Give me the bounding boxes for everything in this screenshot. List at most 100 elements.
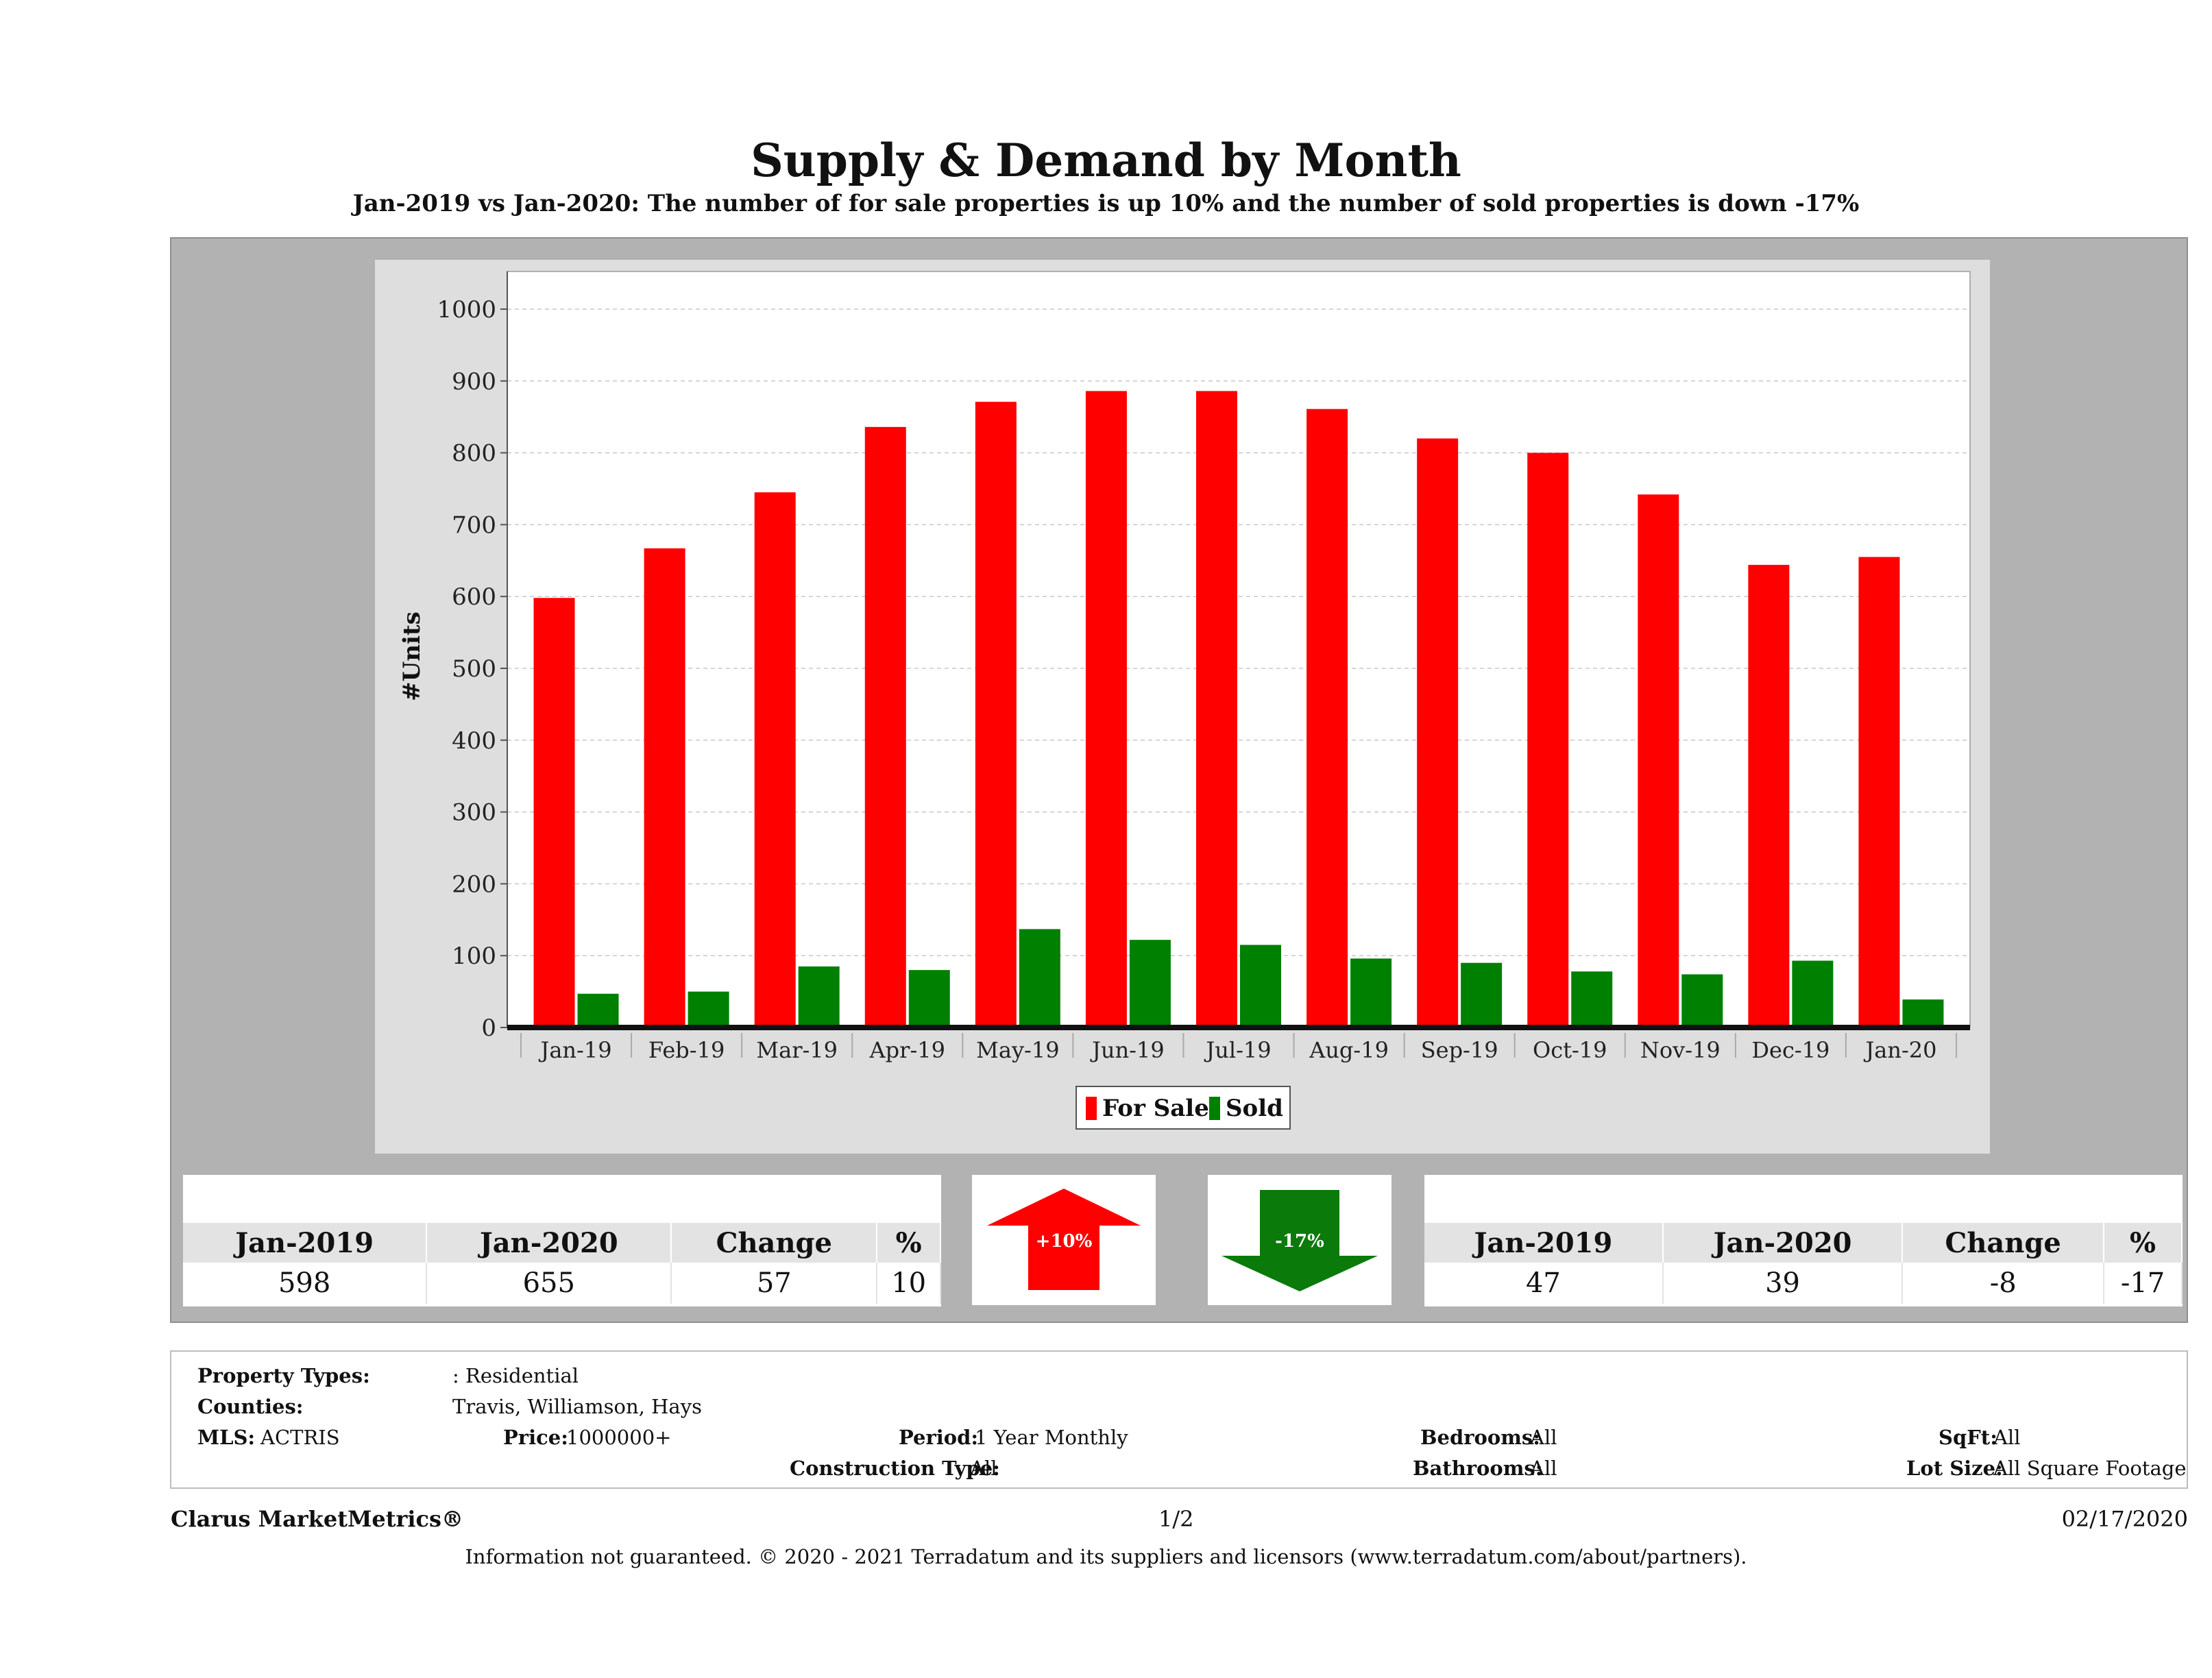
footer-date: 02/17/2020 [2061,1506,2188,1532]
bar-for-sale [864,426,906,1028]
bar-sold [1571,971,1613,1028]
sold-value-change: -8 [1902,1263,2105,1304]
footer-disclaimer: Information not guaranteed. © 2020 - 202… [465,1545,1747,1568]
bar-sold [1240,945,1281,1028]
up-arrow-label: +10% [1035,1231,1093,1252]
mls-value: ACTRIS [260,1426,340,1449]
x-tick-label: Nov-19 [1640,1037,1721,1063]
for-sale-header-change: Change [671,1223,878,1263]
page-subtitle: Jan-2019 vs Jan-2020: The number of for … [352,190,1860,217]
bar-sold [1350,958,1392,1028]
bar-for-sale [644,548,685,1028]
for-sale-change-arrow: +10% [972,1175,1156,1305]
bar-for-sale [1196,391,1237,1028]
y-tick-label: 100 [452,943,496,970]
construction-type-label: Construction Type: [790,1457,1000,1480]
bar-for-sale [1858,557,1900,1028]
for-sale-value-jan2020: 655 [426,1263,672,1304]
for-sale-value-percent: 10 [877,1263,941,1304]
sqft-value: All [1993,1426,2021,1449]
bar-sold [577,993,619,1028]
x-tick-label: Jul-19 [1204,1037,1271,1063]
page-title: Supply & Demand by Month [751,134,1461,187]
y-tick-label: 200 [452,871,496,898]
construction-type-value: All [970,1457,997,1480]
y-tick-label: 800 [452,440,496,467]
bar-sold [1681,974,1723,1028]
for-sale-header-percent: % [877,1223,941,1263]
bar-sold [1792,960,1834,1028]
bar-for-sale [1085,391,1127,1028]
sqft-label: SqFt: [1938,1426,1997,1449]
chart-area: 0 100 200 300 400 500 600 700 800 900 1000 #Units Ja… [375,260,1990,1154]
for-sale-value-jan2019: 598 [183,1263,428,1304]
sold-value-jan2020: 39 [1662,1263,1904,1304]
x-tick-label: Jan-19 [539,1037,612,1063]
sold-value-jan2019: 47 [1424,1263,1664,1304]
sold-header-change: Change [1902,1223,2105,1263]
bar-sold [908,970,950,1028]
for-sale-header-jan2019: Jan-2019 [183,1223,428,1263]
footer-page-number: 1/2 [1158,1506,1194,1532]
sold-header-percent: % [2104,1223,2183,1263]
x-tick-label: Sep-19 [1421,1037,1498,1063]
y-tick-label: 0 [481,1014,496,1042]
sold-header-jan2020: Jan-2020 [1662,1223,1904,1263]
bar-sold [1461,962,1503,1028]
bedrooms-value: All [1530,1426,1557,1449]
x-tick-label: Jun-19 [1090,1037,1165,1063]
y-tick-label: 900 [452,368,496,396]
property-filters: Property Types: : Residential Counties: … [170,1350,2188,1489]
bar-for-sale [1748,565,1790,1028]
sold-header-jan2019: Jan-2019 [1424,1223,1664,1263]
property-types-value: : Residential [452,1364,579,1387]
bar-sold [1902,999,1944,1028]
y-axis-label: #Units [398,611,426,701]
bar-sold [798,966,840,1028]
bar-for-sale [1417,438,1459,1028]
sold-value-percent: -17 [2104,1263,2183,1304]
plot-area [507,271,1971,1028]
legend-label: Sold [1226,1095,1283,1122]
price-value: 1000000+ [566,1426,672,1449]
x-tick-label: Aug-19 [1309,1037,1389,1063]
for-sale-summary: Jan-2019 Jan-2020 Change % 598 655 57 10 [183,1175,941,1306]
bar-sold [1019,929,1060,1028]
legend-swatch [1209,1097,1220,1120]
mls-label: MLS: [197,1426,256,1449]
sold-change-arrow: -17% [1208,1175,1391,1305]
y-tick-label: 500 [452,655,496,683]
period-label: Period: [899,1426,979,1449]
lot-size-value: All Square Footage [1993,1457,2187,1480]
period-value: 1 Year Monthly [975,1426,1128,1449]
legend [1075,1086,1291,1130]
y-tick-label: 300 [452,799,496,827]
y-tick-label: 700 [452,511,496,539]
counties-label: Counties: [197,1395,304,1418]
legend-label: For Sale [1102,1095,1209,1122]
bar-sold [1129,940,1171,1028]
price-label: Price: [503,1426,568,1449]
sold-summary: Jan-2019 Jan-2020 Change % 47 39 -8 -17 [1424,1175,2183,1306]
y-tick-label: 600 [452,583,496,611]
x-tick-label: Oct-19 [1533,1037,1607,1063]
y-tick-label: 1000 [437,296,496,324]
x-tick-label: Feb-19 [648,1037,725,1063]
property-types-label: Property Types: [197,1364,370,1387]
bedrooms-label: Bedrooms: [1420,1426,1540,1449]
bar-for-sale [1306,409,1348,1028]
down-arrow-label: -17% [1275,1231,1324,1252]
bar-for-sale [1638,494,1679,1028]
footer-brand: Clarus MarketMetrics® [171,1506,464,1532]
lot-size-label: Lot Size: [1906,1457,2003,1480]
counties-value: Travis, Williamson, Hays [452,1395,702,1418]
for-sale-header-jan2020: Jan-2020 [426,1223,672,1263]
bathrooms-label: Bathrooms: [1413,1457,1543,1480]
down-arrow-icon [1222,1190,1378,1291]
y-tick-label: 400 [452,727,496,755]
up-arrow-icon [987,1189,1141,1290]
x-tick-label: Mar-19 [756,1037,838,1063]
bar-chart: 0 100 200 300 400 500 600 700 800 900 1000 #Units Ja… [398,271,1971,1130]
legend-swatch [1086,1097,1097,1120]
for-sale-value-change: 57 [671,1263,878,1304]
